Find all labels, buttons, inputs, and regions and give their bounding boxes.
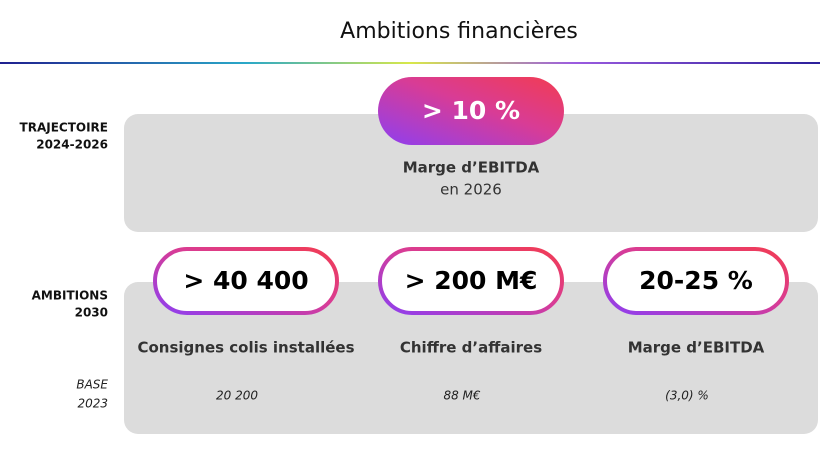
ambition-items: > 40 400 Consignes colis installées 20 200…: [137, 247, 789, 403]
row-label: 2024-2026: [36, 138, 108, 152]
row-label: AMBITIONS: [32, 289, 108, 303]
value-pill: [603, 247, 789, 315]
base-value: 88 M€: [443, 389, 480, 403]
caption: Marge d’EBITDA: [403, 159, 540, 177]
value-pill: [378, 247, 564, 315]
highlight-pill: [378, 77, 564, 145]
row-label: 2023: [77, 397, 108, 411]
value-pill: [153, 247, 339, 315]
base-value: 20 200: [216, 389, 258, 403]
ambitions-panel: [124, 282, 818, 434]
base-value: (3,0) %: [665, 389, 709, 403]
value: 20-25 %: [639, 266, 753, 295]
subcaption: en 2026: [440, 181, 502, 199]
row-label: 2030: [75, 306, 108, 320]
title-rule: [0, 62, 820, 64]
label: Chiffre d’affaires: [400, 339, 542, 357]
trajectory-panel: [124, 114, 818, 232]
label: Marge d’EBITDA: [628, 339, 765, 357]
row-label: TRAJECTOIRE: [20, 121, 108, 135]
title: Ambitions financières: [340, 19, 578, 44]
value: > 40 400: [183, 266, 308, 295]
highlight-value: > 10 %: [422, 96, 520, 125]
row-label: BASE: [76, 378, 108, 392]
label: Consignes colis installées: [137, 339, 354, 357]
value: > 200 M€: [405, 266, 538, 295]
